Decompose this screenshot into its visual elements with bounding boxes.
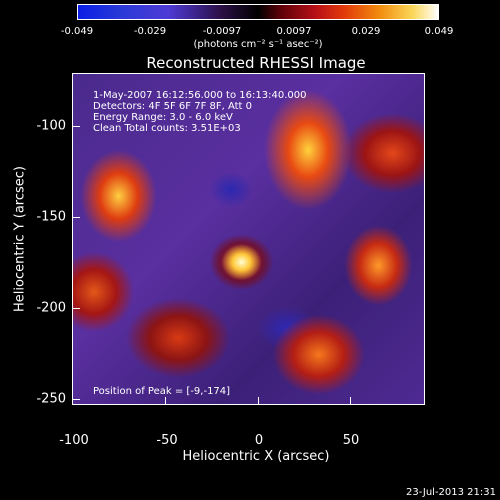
- y-tick-label: -200: [36, 300, 66, 316]
- colorbar-tick: -0.049: [60, 26, 94, 37]
- colorbar: [77, 4, 439, 20]
- y-tick-label: -250: [36, 391, 66, 407]
- x-axis-label: Heliocentric X (arcsec): [182, 449, 330, 464]
- colorbar-tick: 0.0097: [276, 26, 312, 37]
- x-tick-mark: [165, 397, 166, 405]
- y-tick-mark: [72, 399, 80, 400]
- peak-position-text: Position of Peak = [-9,-174]: [93, 386, 231, 397]
- y-tick-mark: [72, 217, 80, 218]
- image-title: Reconstructed RHESSI Image: [146, 54, 366, 72]
- x-tick-mark: [72, 397, 73, 405]
- y-tick-mark: [72, 308, 80, 309]
- generation-timestamp: 23-Jul-2013 21:31: [405, 487, 496, 498]
- x-tick-label: 0: [254, 433, 264, 448]
- x-tick-label: -50: [156, 433, 178, 448]
- time-range-text: 1-May-2007 16:12:56.000 to 16:13:40.000: [93, 90, 307, 101]
- colorbar-tick: 0.049: [424, 26, 454, 37]
- clean-counts-text: Clean Total counts: 3.51E+03: [93, 123, 241, 134]
- energy-range-text: Energy Range: 3.0 - 6.0 keV: [93, 112, 233, 123]
- x-tick-mark: [258, 397, 259, 405]
- detectors-text: Detectors: 4F 5F 6F 7F 8F, Att 0: [93, 101, 253, 112]
- colorbar-tick: -0.0097: [202, 26, 242, 37]
- x-tick-label: 50: [342, 433, 360, 448]
- y-tick-mark: [72, 126, 80, 127]
- colorbar-tick: -0.029: [133, 26, 167, 37]
- rhessi-image: 1-May-2007 16:12:56.000 to 16:13:40.000 …: [72, 73, 425, 405]
- colorbar-tick: 0.029: [351, 26, 381, 37]
- y-tick-label: -100: [36, 118, 66, 134]
- x-tick-label: -100: [59, 433, 89, 448]
- x-tick-mark: [350, 397, 351, 405]
- y-axis-label: Heliocentric Y (arcsec): [12, 166, 28, 312]
- y-tick-label: -150: [36, 209, 66, 225]
- colorbar-unit-label: (photons cm⁻² s⁻¹ asec⁻²): [193, 39, 323, 50]
